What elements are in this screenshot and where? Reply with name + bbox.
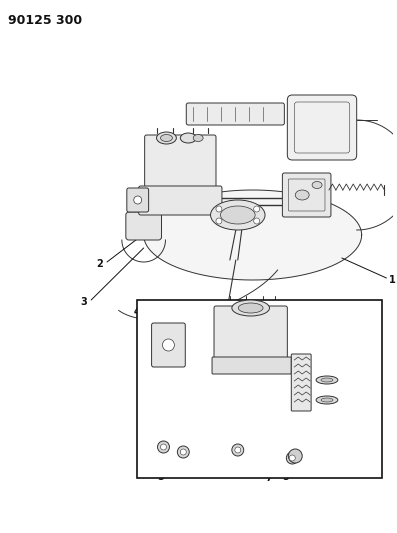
Text: 6: 6 [340, 470, 347, 480]
Circle shape [160, 444, 166, 450]
Circle shape [180, 449, 186, 455]
FancyBboxPatch shape [186, 103, 284, 125]
FancyBboxPatch shape [145, 135, 216, 194]
Circle shape [289, 455, 295, 461]
FancyBboxPatch shape [287, 95, 357, 160]
Text: 4: 4 [360, 353, 366, 363]
Text: 3: 3 [81, 297, 87, 307]
Circle shape [177, 446, 189, 458]
FancyBboxPatch shape [152, 323, 185, 367]
Ellipse shape [316, 376, 338, 384]
Ellipse shape [193, 134, 203, 141]
Ellipse shape [210, 200, 265, 230]
Circle shape [216, 218, 222, 224]
Circle shape [254, 218, 260, 224]
Circle shape [134, 196, 142, 204]
Circle shape [162, 339, 174, 351]
Circle shape [254, 206, 260, 212]
Circle shape [158, 441, 170, 453]
Text: 7: 7 [266, 473, 272, 483]
FancyBboxPatch shape [212, 357, 291, 374]
FancyBboxPatch shape [127, 188, 148, 212]
Ellipse shape [160, 134, 172, 141]
Circle shape [235, 447, 241, 453]
Ellipse shape [232, 300, 270, 316]
FancyBboxPatch shape [291, 354, 311, 411]
Text: 5: 5 [157, 472, 164, 482]
Ellipse shape [238, 303, 263, 313]
Ellipse shape [321, 398, 333, 402]
Polygon shape [144, 190, 362, 280]
FancyBboxPatch shape [214, 306, 287, 365]
FancyBboxPatch shape [282, 173, 331, 217]
Ellipse shape [220, 206, 255, 224]
Ellipse shape [321, 378, 333, 382]
Text: 2: 2 [96, 259, 103, 269]
FancyBboxPatch shape [126, 212, 162, 240]
Ellipse shape [180, 133, 196, 143]
Text: 6: 6 [140, 470, 147, 480]
Ellipse shape [312, 182, 322, 189]
FancyBboxPatch shape [139, 186, 222, 215]
Bar [137, 300, 382, 478]
Text: 5: 5 [282, 472, 289, 482]
Text: 4: 4 [134, 307, 141, 317]
Circle shape [288, 449, 302, 463]
Text: 90125 300: 90125 300 [8, 14, 82, 27]
Circle shape [232, 444, 244, 456]
Text: 2: 2 [360, 308, 366, 318]
Circle shape [286, 452, 298, 464]
Ellipse shape [316, 396, 338, 404]
Circle shape [216, 206, 222, 212]
Text: 1: 1 [389, 275, 396, 285]
Ellipse shape [295, 190, 309, 200]
Ellipse shape [156, 132, 176, 144]
